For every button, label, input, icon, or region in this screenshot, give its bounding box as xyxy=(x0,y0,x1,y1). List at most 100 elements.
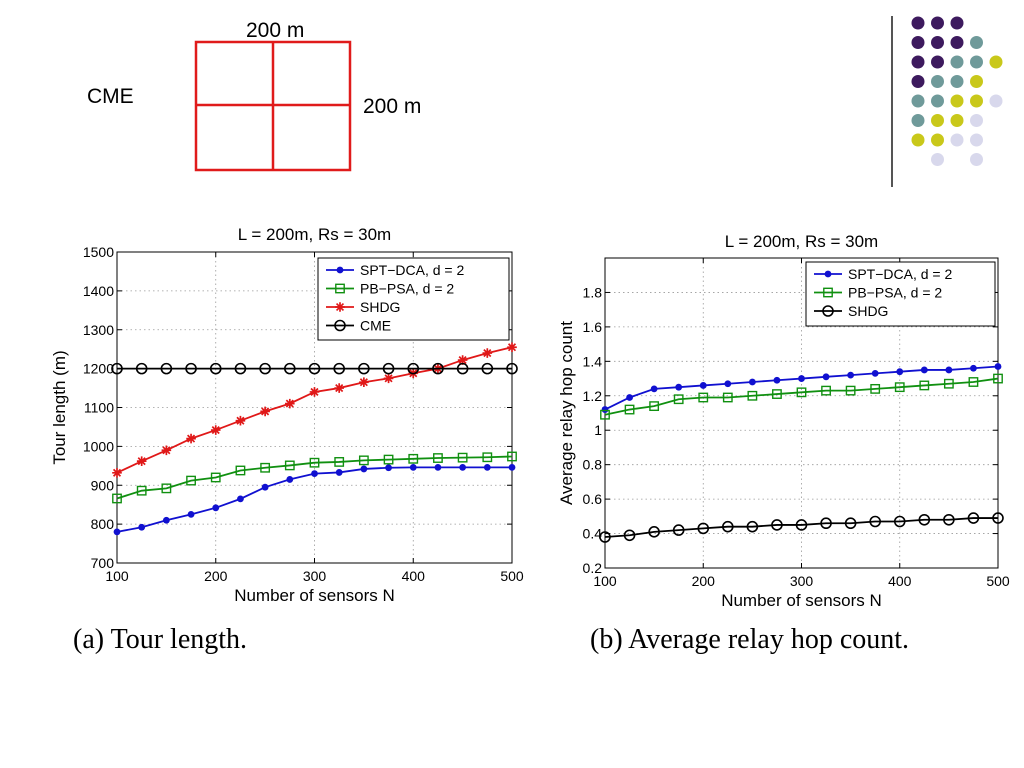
data-point xyxy=(138,523,146,531)
data-point xyxy=(212,504,220,512)
data-point xyxy=(650,385,658,393)
y-tick-label: 700 xyxy=(91,555,115,571)
series-dot xyxy=(113,463,516,536)
data-point xyxy=(235,415,246,426)
data-point xyxy=(383,373,394,384)
data-point xyxy=(161,445,172,456)
x-tick-label: 300 xyxy=(790,573,814,589)
palette-dot xyxy=(950,36,964,49)
data-point xyxy=(844,517,857,530)
x-axis-label: Number of sensors N xyxy=(234,586,395,605)
y-tick-label: 800 xyxy=(91,516,115,532)
x-tick-label: 200 xyxy=(692,573,716,589)
data-point xyxy=(672,524,685,536)
area-grid xyxy=(194,40,352,172)
data-point xyxy=(434,463,442,471)
data-point xyxy=(385,464,392,472)
palette-dot xyxy=(950,94,964,108)
data-point xyxy=(772,389,782,399)
series-circle xyxy=(111,362,518,375)
data-point xyxy=(237,495,244,503)
palette-dot xyxy=(931,94,944,108)
palette-dot xyxy=(970,55,983,69)
data-point xyxy=(673,394,684,405)
data-point xyxy=(623,529,636,542)
x-axis-label: Number of sensors N xyxy=(721,591,882,610)
palette-dot xyxy=(931,133,944,147)
data-point xyxy=(870,383,881,394)
data-point xyxy=(507,451,517,462)
caption-b: (b) Average relay hop count. xyxy=(590,624,910,655)
data-point xyxy=(308,362,321,375)
x-tick-label: 500 xyxy=(986,573,1010,589)
data-point xyxy=(185,362,197,375)
area-grid-lines xyxy=(194,40,352,172)
palette-dot xyxy=(970,36,983,49)
legend-label: SPT−DCA, d = 2 xyxy=(848,266,952,282)
data-point xyxy=(967,512,980,524)
data-point xyxy=(626,394,633,401)
area-diagram: 200 m 200 m CME xyxy=(0,0,460,190)
series-line xyxy=(604,377,999,416)
data-point xyxy=(234,362,247,375)
legend-entry: SHDG xyxy=(814,303,888,319)
y-tick-label: 1200 xyxy=(83,361,114,377)
legend-entry: PB−PSA, d = 2 xyxy=(326,281,454,297)
data-point xyxy=(748,378,756,386)
palette-dot xyxy=(950,55,964,69)
palette-dot xyxy=(911,133,925,147)
data-point xyxy=(796,387,807,398)
data-point xyxy=(822,373,830,381)
data-point xyxy=(235,465,246,476)
data-point xyxy=(795,519,808,531)
data-point xyxy=(893,515,906,528)
data-point xyxy=(311,470,318,477)
area-width-label: 200 m xyxy=(246,19,305,42)
data-point xyxy=(649,401,660,412)
palette-dot xyxy=(989,94,1003,108)
data-point xyxy=(284,460,295,471)
data-point xyxy=(821,385,831,396)
data-point xyxy=(209,362,222,375)
series-dot xyxy=(601,363,1002,413)
data-point xyxy=(210,472,221,483)
palette-dot xyxy=(931,114,944,127)
legend: SPT−DCA, d = 2 PB−PSA, d = 2 SHDG xyxy=(805,261,996,327)
data-point xyxy=(508,463,516,471)
data-point xyxy=(699,382,707,389)
data-point xyxy=(111,362,123,375)
palette-dot xyxy=(911,16,925,30)
data-point xyxy=(992,512,1004,524)
y-tick-label: 1000 xyxy=(83,438,114,454)
data-point xyxy=(724,380,732,388)
data-point xyxy=(334,457,345,467)
data-point xyxy=(482,452,493,463)
palette-dot xyxy=(911,36,925,49)
x-tick-label: 100 xyxy=(593,573,617,589)
data-point xyxy=(459,463,467,471)
y-tick-label: 1500 xyxy=(83,244,114,260)
data-point xyxy=(920,366,928,374)
data-point xyxy=(333,362,345,375)
palette-dot xyxy=(911,94,925,108)
palette-dot xyxy=(970,94,983,108)
data-point xyxy=(112,468,122,478)
data-point xyxy=(457,355,468,365)
data-point xyxy=(382,362,395,375)
data-point xyxy=(286,476,294,483)
data-point xyxy=(747,390,758,401)
legend: SPT−DCA, d = 2 PB−PSA, d = 2 SHDG CME xyxy=(317,257,510,341)
caption-a: (a) Tour length. xyxy=(73,624,248,655)
data-point xyxy=(456,362,469,375)
data-point xyxy=(358,455,369,466)
data-point xyxy=(383,454,394,465)
data-point xyxy=(722,392,733,403)
data-point xyxy=(408,453,419,464)
data-point xyxy=(359,377,369,388)
y-axis-label: Average relay hop count xyxy=(557,321,576,505)
data-point xyxy=(746,520,759,533)
data-point xyxy=(943,513,955,526)
data-point xyxy=(186,433,196,444)
y-tick-label: 0.8 xyxy=(583,457,603,473)
data-point xyxy=(771,519,783,531)
